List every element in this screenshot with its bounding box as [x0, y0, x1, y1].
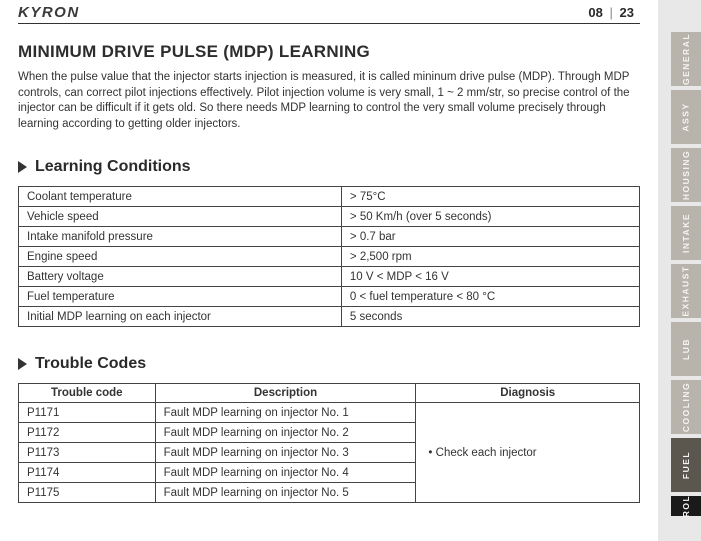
document-page: KYRON 08 | 23 MINIMUM DRIVE PULSE (MDP) … — [0, 0, 658, 541]
desc-cell: Fault MDP learning on injector No. 1 — [155, 403, 416, 423]
table-row: Engine speed> 2,500 rpm — [19, 247, 640, 267]
side-tab[interactable]: HOUSING — [671, 148, 701, 202]
th-desc: Description — [155, 384, 416, 403]
tab-label: INTAKE — [681, 213, 691, 253]
side-tab[interactable]: COOLING — [671, 380, 701, 434]
tab-label: ASSY — [681, 102, 691, 131]
table-row: Fuel temperature0 < fuel temperature < 8… — [19, 287, 640, 307]
tab-label: GENERAL — [681, 33, 691, 85]
page-title: MINIMUM DRIVE PULSE (MDP) LEARNING — [18, 42, 640, 62]
triangle-icon — [18, 358, 27, 370]
trouble-codes-table: Trouble code Description Diagnosis P1171… — [18, 383, 640, 503]
code-cell: P1172 — [19, 423, 156, 443]
tab-label: FUEL — [681, 451, 691, 479]
th-diag: Diagnosis — [416, 384, 640, 403]
cond-label: Intake manifold pressure — [19, 227, 342, 247]
cond-value: 0 < fuel temperature < 80 °C — [341, 287, 639, 307]
side-tab[interactable]: FUEL — [671, 438, 701, 492]
cond-label: Engine speed — [19, 247, 342, 267]
cond-value: > 50 Km/h (over 5 seconds) — [341, 207, 639, 227]
section-learning-label: Learning Conditions — [35, 158, 191, 176]
title-bar: MINIMUM DRIVE PULSE (MDP) LEARNING When … — [18, 23, 640, 132]
side-tab[interactable]: EXHAUST — [671, 264, 701, 318]
section-trouble-label: Trouble Codes — [35, 355, 146, 373]
side-tab[interactable]: GENERAL — [671, 32, 701, 86]
table-row: Vehicle speed> 50 Km/h (over 5 seconds) — [19, 207, 640, 227]
section-trouble-title: Trouble Codes — [18, 355, 640, 373]
intro-paragraph: When the pulse value that the injector s… — [18, 70, 640, 132]
diagnosis-cell: • Check each injector — [416, 403, 640, 503]
side-tabs: GENERAL ASSY HOUSING INTAKE EXHAUST LUB COOLIN… — [671, 32, 701, 516]
page-sep: | — [610, 5, 613, 20]
tab-label: ROL — [681, 495, 691, 517]
cond-label: Battery voltage — [19, 267, 342, 287]
triangle-icon — [18, 161, 27, 173]
page-number: 08 | 23 — [588, 5, 640, 20]
brand-logo: KYRON — [18, 4, 80, 21]
page-num: 23 — [620, 5, 634, 20]
table-row: Coolant temperature> 75°C — [19, 187, 640, 207]
side-tab[interactable]: ASSY — [671, 90, 701, 144]
cond-value: 10 V < MDP < 16 V — [341, 267, 639, 287]
learning-conditions-table: Coolant temperature> 75°CVehicle speed> … — [18, 186, 640, 327]
desc-cell: Fault MDP learning on injector No. 5 — [155, 483, 416, 503]
desc-cell: Fault MDP learning on injector No. 2 — [155, 423, 416, 443]
cond-value: > 75°C — [341, 187, 639, 207]
code-cell: P1173 — [19, 443, 156, 463]
code-cell: P1175 — [19, 483, 156, 503]
page-section: 08 — [588, 5, 602, 20]
cond-label: Fuel temperature — [19, 287, 342, 307]
tab-label: HOUSING — [681, 150, 691, 200]
tab-label: EXHAUST — [681, 265, 691, 316]
side-tab[interactable]: LUB — [671, 322, 701, 376]
table-row: Intake manifold pressure> 0.7 bar — [19, 227, 640, 247]
desc-cell: Fault MDP learning on injector No. 4 — [155, 463, 416, 483]
th-code: Trouble code — [19, 384, 156, 403]
cond-label: Initial MDP learning on each injector — [19, 307, 342, 327]
desc-cell: Fault MDP learning on injector No. 3 — [155, 443, 416, 463]
table-row: Initial MDP learning on each injector5 s… — [19, 307, 640, 327]
code-cell: P1171 — [19, 403, 156, 423]
cond-value: > 0.7 bar — [341, 227, 639, 247]
table-row: P1171Fault MDP learning on injector No. … — [19, 403, 640, 423]
side-tab[interactable]: INTAKE — [671, 206, 701, 260]
table-header-row: Trouble code Description Diagnosis — [19, 384, 640, 403]
cond-value: 5 seconds — [341, 307, 639, 327]
cond-value: > 2,500 rpm — [341, 247, 639, 267]
code-cell: P1174 — [19, 463, 156, 483]
cond-label: Vehicle speed — [19, 207, 342, 227]
section-learning-title: Learning Conditions — [18, 158, 640, 176]
tab-label: COOLING — [681, 382, 691, 432]
cond-label: Coolant temperature — [19, 187, 342, 207]
tab-label: LUB — [681, 338, 691, 360]
page-header: KYRON 08 | 23 — [18, 0, 640, 23]
side-tab[interactable]: ROL — [671, 496, 701, 516]
table-row: Battery voltage10 V < MDP < 16 V — [19, 267, 640, 287]
